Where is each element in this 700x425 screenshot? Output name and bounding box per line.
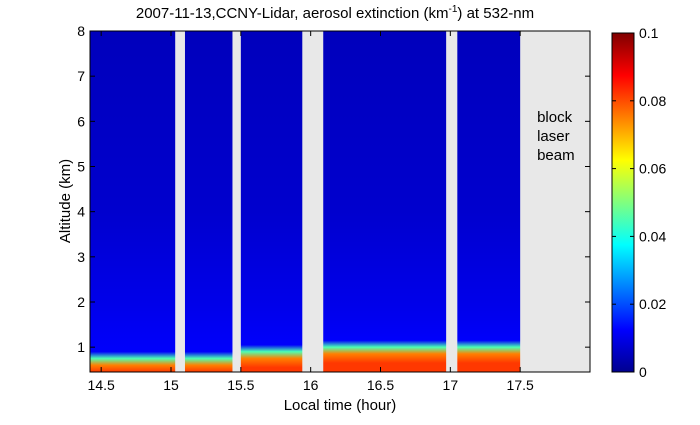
y-axis-label: Altitude (km) [57, 159, 74, 243]
y-tick-label: 3 [77, 249, 85, 265]
y-tick-label: 1 [77, 339, 85, 355]
annotation-line: laser [537, 128, 570, 145]
y-tick-label: 7 [77, 68, 85, 84]
colorbar-tick-label: 0.08 [639, 93, 666, 109]
colorbar [611, 32, 635, 373]
plot-frame [89, 30, 591, 373]
chart-title-prefix: 2007-11-13,CCNY-Lidar, aerosol extinctio… [136, 5, 449, 22]
colorbar-tick-label: 0.1 [639, 25, 659, 41]
colorbar-tick-label: 0.04 [639, 228, 666, 244]
data-segment [90, 31, 176, 372]
x-axis-ticks: 14.5 15 15.5 16 16.5 17 17.5 [88, 31, 534, 393]
y-axis-ticks: 1 2 3 4 5 6 7 8 [77, 23, 590, 355]
colorbar-ticks: 0 0.02 0.04 0.06 0.08 0.1 [612, 25, 666, 380]
x-tick-label: 16 [303, 377, 319, 393]
y-tick-label: 5 [77, 158, 85, 174]
x-tick-label: 15 [163, 377, 179, 393]
annotation-line: block [537, 109, 573, 126]
colorbar-tick-label: 0.02 [639, 296, 666, 312]
y-tick-label: 2 [77, 294, 85, 310]
annotation-line: beam [537, 147, 575, 164]
x-tick-label: 15.5 [227, 377, 254, 393]
x-tick-label: 14.5 [88, 377, 115, 393]
data-segment [240, 31, 303, 372]
chart-title: 2007-11-13,CCNY-Lidar, aerosol extinctio… [136, 4, 534, 22]
x-tick-label: 16.5 [367, 377, 394, 393]
chart-title-superscript: -1 [449, 4, 458, 15]
y-tick-label: 4 [77, 204, 85, 220]
colorbar-tick-label: 0 [639, 364, 647, 380]
chart-title-suffix: ) at 532-nm [457, 5, 534, 22]
block-laser-beam-annotation: block laser beam [537, 109, 575, 164]
data-segments [90, 31, 521, 372]
data-segment [323, 31, 447, 372]
y-tick-label: 6 [77, 113, 85, 129]
y-tick-label: 8 [77, 23, 85, 39]
colorbar-tick-label: 0.06 [639, 161, 666, 177]
x-axis-label: Local time (hour) [284, 397, 397, 414]
data-segment [184, 31, 233, 372]
x-tick-label: 17 [443, 377, 459, 393]
data-segment [457, 31, 521, 372]
x-tick-label: 17.5 [507, 377, 534, 393]
